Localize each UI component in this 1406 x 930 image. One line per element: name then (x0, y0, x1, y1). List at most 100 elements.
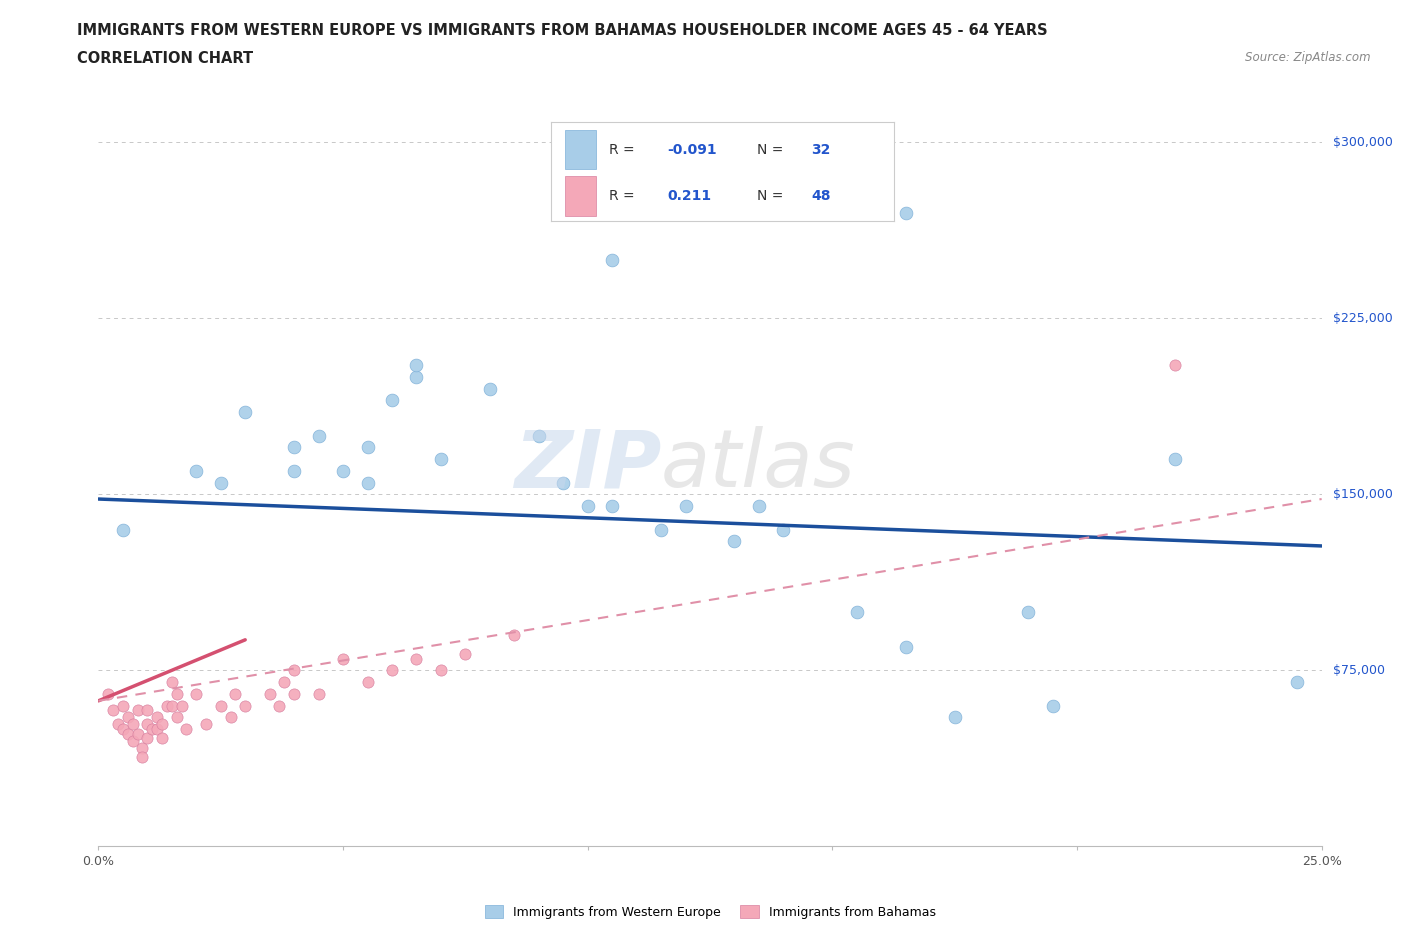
Point (748, 498, 770, 513)
Text: N =: N = (756, 189, 787, 203)
Point (269, 698, 291, 713)
Point (127, 703, 149, 718)
Point (356, 475, 378, 490)
Legend: Immigrants from Western Europe, Immigrants from Bahamas: Immigrants from Western Europe, Immigran… (479, 900, 941, 923)
Text: 48: 48 (811, 189, 831, 203)
Point (127, 726, 149, 741)
Point (553, 475, 575, 490)
Point (308, 428, 330, 443)
Point (308, 686, 330, 701)
Point (117, 726, 139, 741)
Point (356, 440, 378, 455)
Bar (565, 130, 596, 169)
Point (131, 750, 153, 764)
Text: $300,000: $300,000 (1333, 136, 1392, 149)
Point (430, 663, 453, 678)
Point (503, 628, 526, 643)
Bar (565, 177, 596, 216)
Point (845, 604, 868, 619)
Point (356, 674, 378, 689)
Point (141, 722, 163, 737)
Text: R =: R = (609, 189, 640, 203)
Point (121, 733, 143, 748)
Point (224, 686, 246, 701)
Text: R =: R = (609, 142, 640, 156)
Point (772, 522, 794, 537)
Point (160, 674, 183, 689)
Point (233, 405, 256, 419)
Text: 0.211: 0.211 (668, 189, 711, 203)
Text: ZIP: ZIP (513, 426, 661, 504)
Point (166, 686, 188, 701)
Point (894, 206, 917, 220)
Text: $75,000: $75,000 (1333, 664, 1385, 677)
Point (650, 522, 672, 537)
Point (405, 651, 427, 666)
Point (150, 731, 173, 746)
Point (146, 722, 169, 737)
Point (1286, 674, 1309, 689)
Point (527, 428, 550, 443)
Point (405, 369, 427, 384)
Point (1164, 358, 1187, 373)
Point (1042, 698, 1064, 713)
Point (195, 717, 218, 732)
Point (283, 440, 305, 455)
Point (1164, 452, 1187, 467)
Point (1017, 604, 1039, 619)
Text: -0.091: -0.091 (668, 142, 717, 156)
Point (186, 463, 208, 478)
Point (156, 698, 179, 713)
Point (600, 252, 623, 267)
Point (405, 358, 427, 373)
Point (332, 651, 354, 666)
Point (117, 710, 139, 724)
Point (131, 740, 153, 755)
Point (894, 640, 917, 655)
Point (111, 722, 134, 737)
Point (136, 717, 159, 732)
Point (166, 710, 188, 724)
Point (283, 686, 305, 701)
Point (209, 698, 232, 713)
Point (381, 663, 404, 678)
Point (332, 463, 354, 478)
Point (273, 674, 295, 689)
Point (121, 717, 143, 732)
Point (209, 475, 232, 490)
Point (430, 452, 453, 467)
Point (136, 731, 159, 746)
Text: N =: N = (756, 142, 787, 156)
Point (176, 722, 198, 737)
Text: atlas: atlas (661, 426, 856, 504)
Point (283, 463, 305, 478)
Point (97, 686, 120, 701)
Text: IMMIGRANTS FROM WESTERN EUROPE VS IMMIGRANTS FROM BAHAMAS HOUSEHOLDER INCOME AGE: IMMIGRANTS FROM WESTERN EUROPE VS IMMIGR… (77, 23, 1047, 38)
Point (283, 663, 305, 678)
Point (150, 717, 173, 732)
Point (111, 698, 134, 713)
Point (170, 698, 193, 713)
Point (478, 381, 501, 396)
Point (675, 498, 697, 513)
Point (943, 710, 966, 724)
Text: $150,000: $150,000 (1333, 488, 1392, 501)
Point (381, 393, 404, 408)
Point (259, 686, 281, 701)
Point (136, 703, 159, 718)
Point (576, 498, 599, 513)
Point (219, 710, 242, 724)
Text: 32: 32 (811, 142, 831, 156)
Point (186, 686, 208, 701)
Point (111, 522, 134, 537)
Point (160, 698, 183, 713)
Text: Source: ZipAtlas.com: Source: ZipAtlas.com (1246, 51, 1371, 64)
Point (600, 498, 623, 513)
Point (101, 703, 124, 718)
Point (454, 646, 477, 661)
Text: $225,000: $225,000 (1333, 312, 1392, 325)
Point (146, 710, 169, 724)
Point (723, 534, 745, 549)
Point (233, 698, 256, 713)
Point (107, 717, 129, 732)
